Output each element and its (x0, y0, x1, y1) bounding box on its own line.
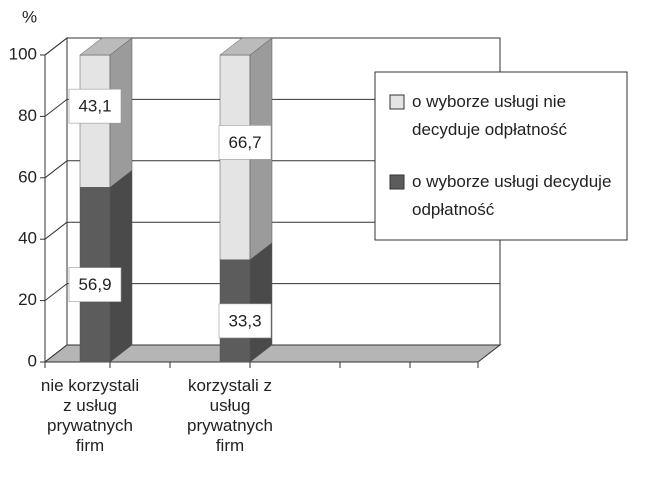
y-tick-label: 20 (18, 290, 37, 309)
legend-swatch (389, 94, 405, 110)
value-label: 43,1 (78, 97, 111, 116)
bar-side (109, 169, 133, 363)
legend-swatch (389, 174, 405, 190)
label-box (68, 267, 122, 302)
y-tick-label: 80 (18, 106, 37, 125)
label-box (218, 125, 272, 160)
bar-side (249, 242, 273, 363)
legend-label: o wyborze usługi decyduje odpłatność (412, 172, 612, 219)
floor (43, 344, 502, 363)
label-box (68, 88, 122, 124)
value-label: 33,3 (228, 311, 261, 330)
value-label: 66,7 (228, 133, 261, 152)
legend-box (374, 71, 628, 241)
value-label: 56,9 (78, 275, 111, 294)
y-tick-label: 100 (9, 44, 37, 63)
grid-line (44, 221, 68, 240)
x-tick-label: korzystali z usług prywatnych firm (187, 376, 273, 455)
grid-line (44, 99, 68, 117)
grid-line (44, 160, 68, 179)
y-tick-label: 0 (28, 351, 37, 370)
bar-top (219, 37, 273, 56)
label-box (218, 303, 272, 339)
legend-label: o wyborze usługi nie decyduje odpłatność (412, 92, 568, 139)
y-tick-label: 60 (18, 167, 37, 186)
x-tick-label: nie korzystali z usług prywatnych firm (40, 376, 140, 455)
bar-top (79, 37, 133, 56)
grid-line (44, 283, 68, 301)
left-wall (44, 36, 68, 364)
y-tick-label: 40 (18, 229, 37, 248)
grid-line (44, 37, 68, 56)
y-axis-label: % (22, 7, 37, 26)
